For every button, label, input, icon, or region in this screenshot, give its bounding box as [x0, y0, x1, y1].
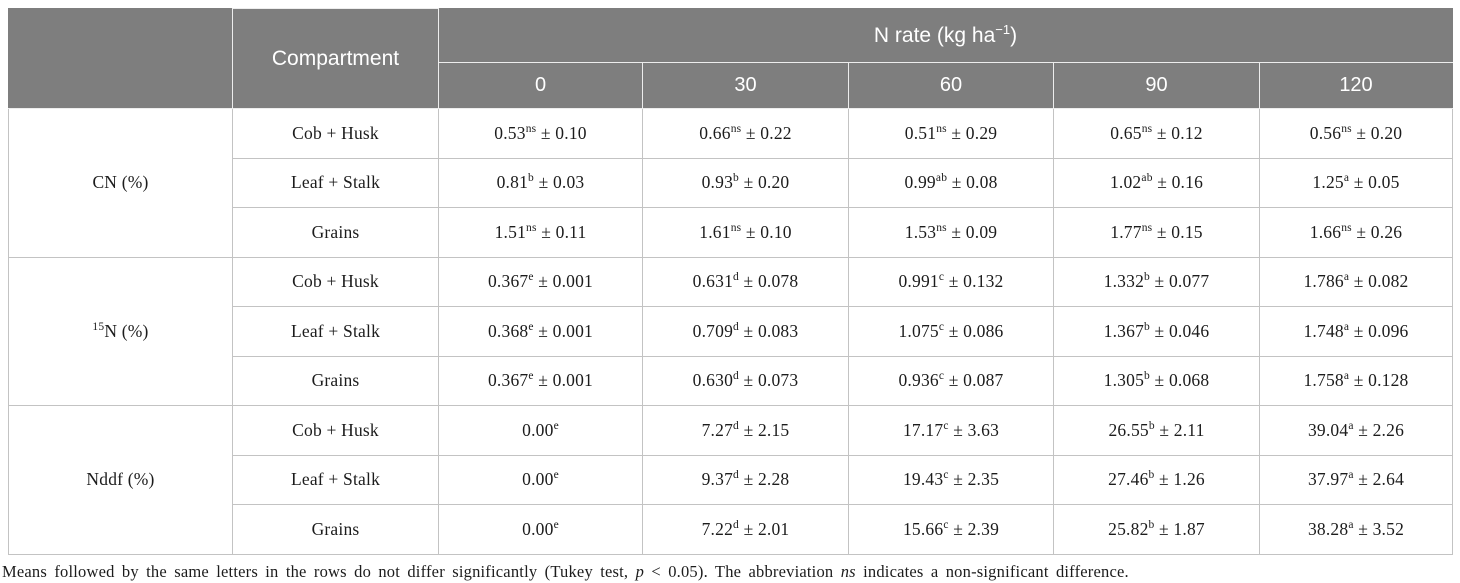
- value-cell: 15.66c ± 2.39: [848, 504, 1054, 555]
- compartment-cell: Cob + Husk: [232, 405, 439, 456]
- table-footnote: Means followed by the same letters in th…: [2, 562, 1452, 582]
- table-header: Compartment N rate (kg ha−1) 0 30 60 90 120: [8, 8, 1453, 109]
- value-cell: 0.00e: [438, 504, 643, 555]
- corner-cell: [8, 8, 233, 109]
- value-cell: 0.65ns ± 0.12: [1053, 108, 1260, 159]
- compartment-cell: Leaf + Stalk: [232, 306, 439, 357]
- value-cell: 0.367e ± 0.001: [438, 256, 643, 307]
- value-cell: 1.748a ± 0.096: [1259, 306, 1453, 357]
- value-cell: 1.367b ± 0.046: [1053, 306, 1260, 357]
- value-cell: 0.99ab ± 0.08: [848, 157, 1054, 208]
- table-row: Leaf + Stalk 0.00e 9.37d ± 2.28 19.43c ± 2.…: [9, 454, 1453, 505]
- value-cell: 0.991c ± 0.132: [848, 256, 1054, 307]
- value-cell: 0.630d ± 0.073: [642, 355, 849, 406]
- value-cell: 1.075c ± 0.086: [848, 306, 1054, 357]
- value-cell: 0.709d ± 0.083: [642, 306, 849, 357]
- value-cell: 9.37d ± 2.28: [642, 454, 849, 505]
- table-row: CN (%) Cob + Husk 0.53ns ± 0.10 0.66ns ± 0.…: [8, 108, 1453, 258]
- rate-header-90: 90: [1053, 62, 1260, 109]
- value-cell: 26.55b ± 2.11: [1053, 405, 1260, 456]
- value-cell: 1.305b ± 0.068: [1053, 355, 1260, 406]
- compartment-cell: Cob + Husk: [232, 108, 439, 159]
- value-cell: 0.81b ± 0.03: [438, 157, 643, 208]
- row-group-label: Nddf (%): [8, 405, 233, 555]
- row-group-label: CN (%): [8, 108, 233, 258]
- table-row: 15N (%) Cob + Husk 0.367e ± 0.001 0.631d ± …: [8, 256, 1453, 406]
- compartment-cell: Cob + Husk: [232, 256, 439, 307]
- rate-header-120: 120: [1259, 62, 1453, 109]
- compartment-cell: Grains: [232, 355, 439, 406]
- value-cell: 0.93b ± 0.20: [642, 157, 849, 208]
- table-row: Nddf (%) Cob + Husk 0.00e 7.27d ± 2.15 17.17…: [8, 405, 1453, 555]
- value-cell: 0.66ns ± 0.22: [642, 108, 849, 159]
- n-rate-table: Compartment N rate (kg ha−1) 0 30 60 90 120 …: [8, 8, 1453, 555]
- value-cell: 19.43c ± 2.35: [848, 454, 1054, 505]
- value-cell: 25.82b ± 1.87: [1053, 504, 1260, 555]
- value-cell: 1.77ns ± 0.15: [1053, 207, 1260, 258]
- value-cell: 1.53ns ± 0.09: [848, 207, 1054, 258]
- value-cell: 7.22d ± 2.01: [642, 504, 849, 555]
- value-cell: 1.61ns ± 0.10: [642, 207, 849, 258]
- value-cell: 0.367e ± 0.001: [438, 355, 643, 406]
- compartment-cell: Grains: [232, 207, 439, 258]
- value-cell: 17.17c ± 3.63: [848, 405, 1054, 456]
- row-group-label: 15N (%): [8, 256, 233, 406]
- value-cell: 37.97a ± 2.64: [1259, 454, 1453, 505]
- rate-header-0: 0: [438, 62, 643, 109]
- value-cell: 1.332b ± 0.077: [1053, 256, 1260, 307]
- rate-header-30: 30: [642, 62, 849, 109]
- value-cell: 38.28a ± 3.52: [1259, 504, 1453, 555]
- value-cell: 27.46b ± 1.26: [1053, 454, 1260, 505]
- value-cell: 0.368e ± 0.001: [438, 306, 643, 357]
- value-cell: 0.00e: [438, 405, 643, 456]
- compartment-cell: Leaf + Stalk: [232, 454, 439, 505]
- footnote-italic-term: ns: [840, 561, 856, 581]
- value-cell: 39.04a ± 2.26: [1259, 405, 1453, 456]
- header-row-top: Compartment N rate (kg ha−1): [8, 8, 1453, 109]
- value-cell: 7.27d ± 2.15: [642, 405, 849, 456]
- value-cell: 1.66ns ± 0.26: [1259, 207, 1453, 258]
- value-cell: 0.631d ± 0.078: [642, 256, 849, 307]
- compartment-header: Compartment: [232, 8, 439, 109]
- header-row-rates: 0 30 60 90 120: [9, 62, 1453, 109]
- value-cell: 1.786a ± 0.082: [1259, 256, 1453, 307]
- value-cell: 1.51ns ± 0.11: [438, 207, 643, 258]
- value-cell: 0.00e: [438, 454, 643, 505]
- table-row: Grains 1.51ns ± 0.11 1.61ns ± 0.10 1.53ns ±…: [9, 207, 1453, 258]
- table-row: Grains 0.00e 7.22d ± 2.01 15.66c ± 2.39 25.8…: [9, 504, 1453, 555]
- rate-header-60: 60: [848, 62, 1054, 109]
- footnote-text: Means followed by the same letters in th…: [2, 561, 636, 581]
- footnote-text: < 0.05). The abbreviation: [644, 561, 841, 581]
- table-row: Leaf + Stalk 0.368e ± 0.001 0.709d ± 0.083…: [9, 306, 1453, 357]
- value-cell: 0.56ns ± 0.20: [1259, 108, 1453, 159]
- value-cell: 0.53ns ± 0.10: [438, 108, 643, 159]
- n-rate-header: N rate (kg ha−1): [438, 8, 1453, 63]
- value-cell: 1.02ab ± 0.16: [1053, 157, 1260, 208]
- value-cell: 0.51ns ± 0.29: [848, 108, 1054, 159]
- footnote-italic-term: p: [635, 561, 645, 581]
- value-cell: 0.936c ± 0.087: [848, 355, 1054, 406]
- footnote-text: indicates a non-significant difference.: [855, 561, 1129, 581]
- table-body: CN (%) Cob + Husk 0.53ns ± 0.10 0.66ns ± 0.…: [8, 108, 1453, 555]
- value-cell: 1.758a ± 0.128: [1259, 355, 1453, 406]
- compartment-cell: Grains: [232, 504, 439, 555]
- compartment-cell: Leaf + Stalk: [232, 157, 439, 208]
- value-cell: 1.25a ± 0.05: [1259, 157, 1453, 208]
